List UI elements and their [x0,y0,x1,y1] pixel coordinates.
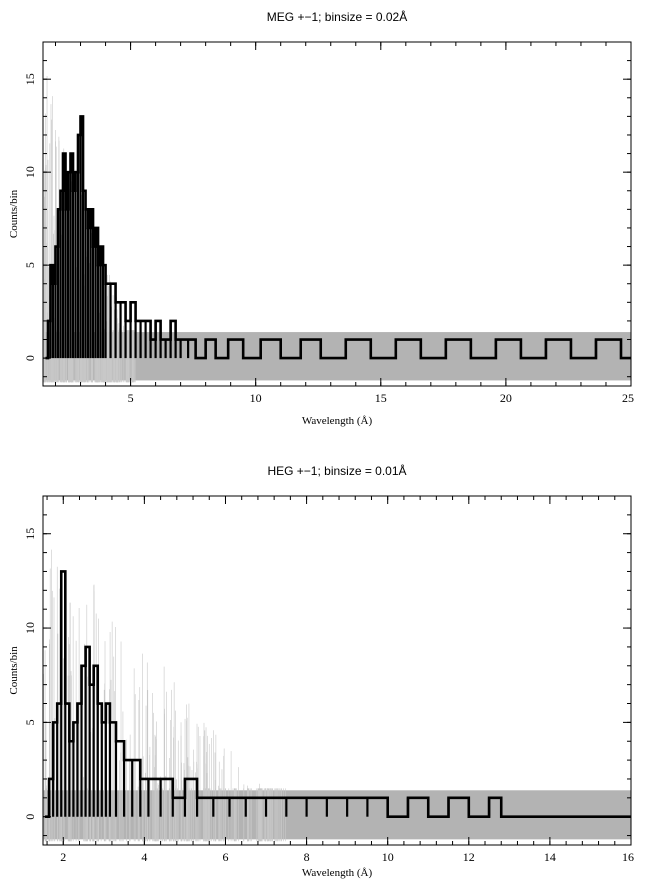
heg-x-tick-label: 2 [60,850,66,864]
heg-x-tick-label: 8 [304,850,310,864]
heg-x-tick-label: 6 [222,850,228,864]
meg-y-axis-label: Counts/bin [8,189,20,238]
heg-y-tick-label: 0 [23,814,37,820]
meg-y-tick-label: 10 [23,166,37,178]
meg-x-tick-label: 5 [128,391,134,405]
heg-y-axis-label: Counts/bin [8,646,20,695]
heg-x-tick-label: 16 [622,850,634,864]
meg-x-tick-label: 25 [622,391,634,405]
meg-x-tick-label: 20 [500,391,512,405]
heg-y-tick-label: 15 [23,528,37,540]
heg-x-tick-label: 10 [382,850,394,864]
heg-x-tick-label: 4 [141,850,147,864]
heg-x-tick-label: 12 [463,850,475,864]
meg-y-tick-label: 0 [23,355,37,361]
heg-chart-title: HEG +−1; binsize = 0.01Å [267,463,406,478]
heg-x-axis-label: Wavelength (Å) [302,867,373,879]
heg-plot-frame [42,495,632,846]
meg-counts-line [45,115,631,360]
meg-chart-title: MEG +−1; binsize = 0.02Å [267,9,407,24]
heg-panel: HEG +−1; binsize = 0.01Å 2 4 6 8 10 12 14 16 0 5 10… [8,463,634,879]
meg-y-tick-label: 15 [23,73,37,85]
meg-x-tick-label: 15 [375,391,387,405]
meg-plot-frame [42,41,632,387]
heg-counts-line [45,570,631,819]
meg-x-tick-label: 10 [250,391,262,405]
heg-y-tick-label: 10 [23,622,37,634]
meg-y-tick-label: 5 [23,262,37,268]
meg-x-axis-label: Wavelength (Å) [302,415,373,427]
heg-x-tick-label: 14 [544,850,556,864]
heg-y-tick-label: 5 [23,719,37,725]
